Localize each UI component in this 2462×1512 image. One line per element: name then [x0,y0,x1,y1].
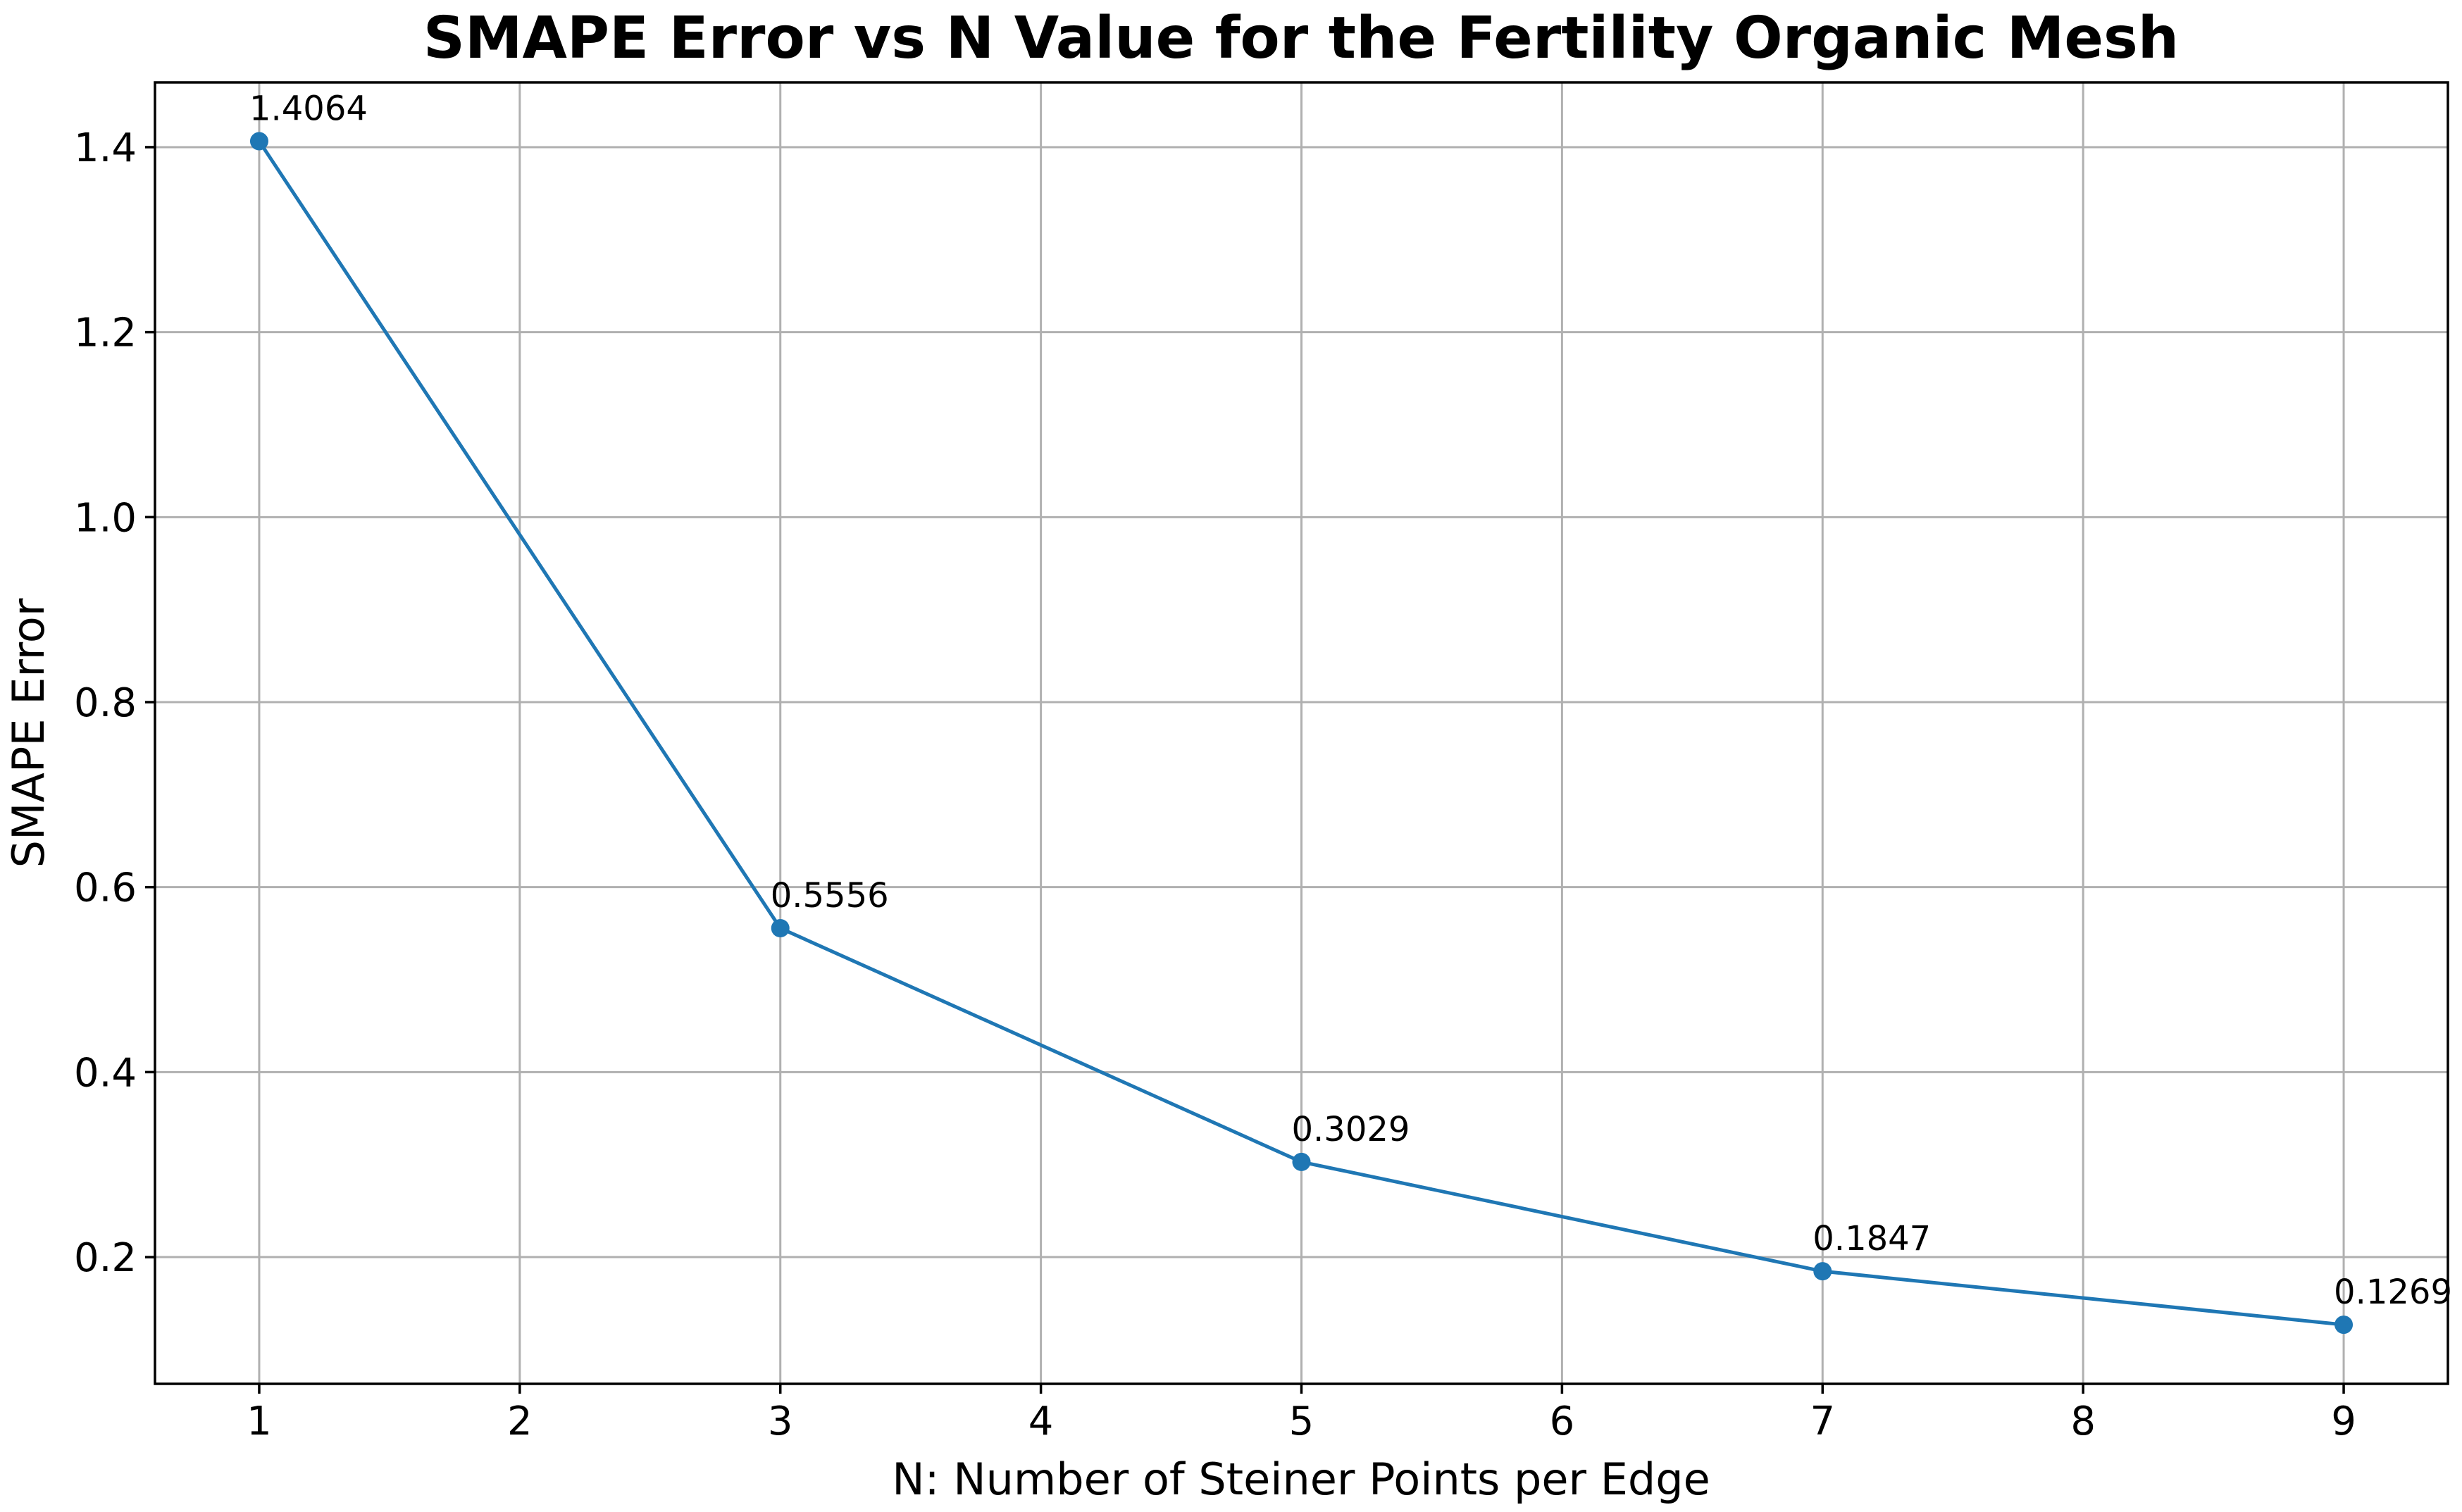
data-label-layer: 1.4064 0.5556 0.3029 0.1847 0.1269 [249,89,2452,1313]
y-tick-label: 0.2 [74,1235,137,1281]
data-point [1813,1262,1832,1281]
data-label: 0.1847 [1813,1219,1931,1258]
series-layer [249,132,2354,1335]
x-tick-label: 5 [1289,1399,1314,1444]
x-tick-label: 6 [1550,1399,1575,1444]
chart-title: SMAPE Error vs N Value for the Fertility… [423,5,2179,72]
x-tick-label: 4 [1028,1399,1054,1444]
grid-layer [155,82,2448,1384]
x-tick-label: 8 [2070,1399,2096,1444]
y-tick-label: 1.2 [74,311,137,356]
y-axis-label: SMAPE Error [3,598,54,868]
data-label: 1.4064 [249,89,368,129]
x-axis-label: N: Number of Steiner Points per Edge [892,1454,1710,1505]
data-point [249,132,268,151]
x-tick-label: 2 [507,1399,533,1444]
tick-layer: 1 2 3 4 5 6 7 8 9 0.2 0.4 0.6 0.8 1.0 1.2 1.4 [74,125,2356,1444]
x-tick-label: 9 [2331,1399,2356,1444]
x-tick-label: 7 [1810,1399,1835,1444]
data-label: 0.5556 [771,876,889,916]
data-point [771,919,790,938]
y-tick-label: 0.4 [74,1050,137,1096]
data-label: 0.1269 [2334,1273,2452,1312]
data-label: 0.3029 [1292,1110,1410,1149]
data-point [1292,1152,1311,1171]
y-tick-label: 0.8 [74,680,137,726]
y-tick-label: 0.6 [74,866,137,911]
data-point [2334,1316,2354,1335]
y-tick-label: 1.4 [74,125,137,171]
y-tick-label: 1.0 [74,495,137,541]
x-tick-label: 1 [247,1399,272,1444]
x-tick-label: 3 [768,1399,793,1444]
